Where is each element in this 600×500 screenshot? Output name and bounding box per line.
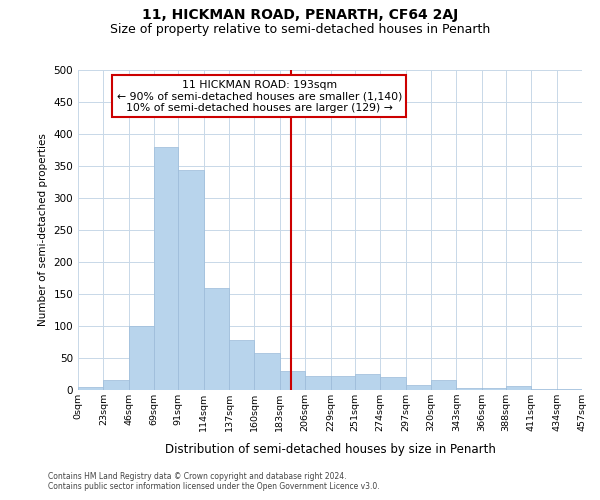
Bar	[355, 374, 380, 390]
Bar	[456, 388, 482, 390]
Bar	[531, 388, 557, 390]
Bar	[154, 147, 178, 390]
Bar	[280, 371, 305, 390]
Bar	[305, 376, 331, 390]
Bar	[380, 377, 406, 390]
Bar	[129, 326, 154, 390]
Bar	[254, 353, 280, 390]
Bar	[331, 376, 355, 390]
Bar	[506, 386, 531, 390]
Text: 11, HICKMAN ROAD, PENARTH, CF64 2AJ: 11, HICKMAN ROAD, PENARTH, CF64 2AJ	[142, 8, 458, 22]
Bar	[229, 340, 254, 390]
Bar	[78, 387, 103, 390]
Bar	[406, 385, 431, 390]
Text: Size of property relative to semi-detached houses in Penarth: Size of property relative to semi-detach…	[110, 22, 490, 36]
Bar	[103, 380, 129, 390]
Y-axis label: Number of semi-detached properties: Number of semi-detached properties	[38, 134, 48, 326]
Bar	[204, 288, 229, 390]
Text: 11 HICKMAN ROAD: 193sqm
← 90% of semi-detached houses are smaller (1,140)
10% of: 11 HICKMAN ROAD: 193sqm ← 90% of semi-de…	[117, 80, 402, 113]
Text: Contains HM Land Registry data © Crown copyright and database right 2024.: Contains HM Land Registry data © Crown c…	[48, 472, 347, 481]
Bar	[557, 388, 582, 390]
Bar	[482, 388, 506, 390]
Bar	[178, 170, 204, 390]
Bar	[431, 380, 456, 390]
Text: Contains public sector information licensed under the Open Government Licence v3: Contains public sector information licen…	[48, 482, 380, 491]
Text: Distribution of semi-detached houses by size in Penarth: Distribution of semi-detached houses by …	[164, 442, 496, 456]
